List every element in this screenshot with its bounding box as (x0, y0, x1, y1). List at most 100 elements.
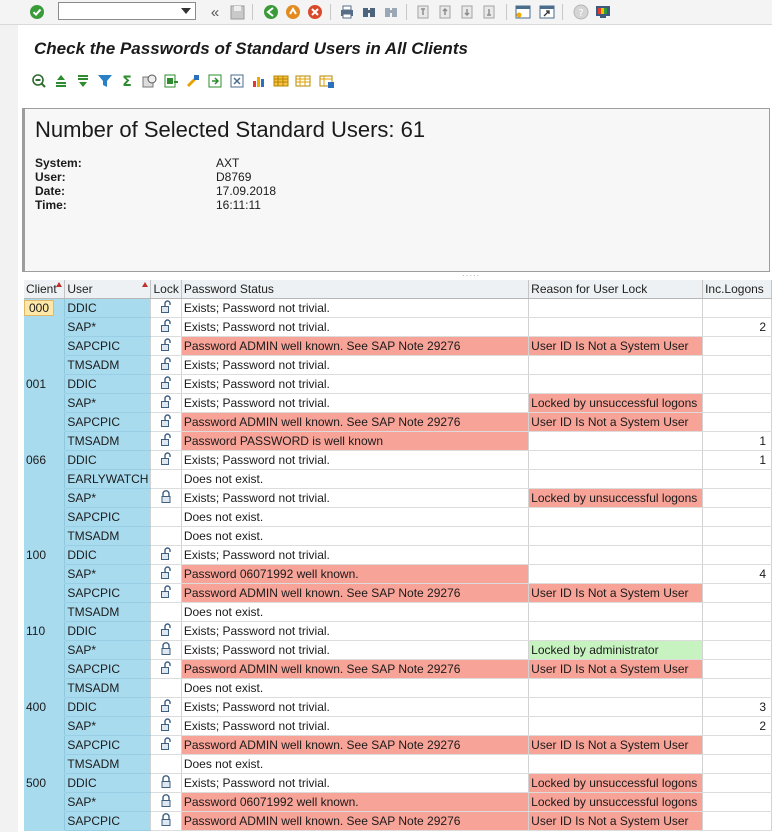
sort-descending-icon[interactable] (74, 72, 92, 90)
password-status-cell[interactable]: Exists; Password not trivial. (181, 621, 530, 641)
client-cell[interactable] (24, 583, 66, 603)
table-row[interactable]: SAPCPIC Password ADMIN well known. See SA… (24, 811, 772, 831)
reason-cell[interactable] (528, 602, 704, 622)
password-status-cell[interactable]: Exists; Password not trivial. (181, 773, 530, 793)
table-row[interactable]: SAPCPIC Password ADMIN well known. See SA… (24, 412, 772, 432)
reason-cell[interactable] (528, 355, 704, 375)
lock-cell[interactable] (150, 659, 182, 679)
user-cell[interactable]: SAPCPIC (64, 583, 152, 603)
lock-cell[interactable] (150, 469, 182, 489)
details-icon[interactable] (30, 72, 48, 90)
table-row[interactable]: SAP* Exists; Password not trivial. 2 (24, 317, 772, 337)
table-row[interactable]: SAP* Password 06071992 well known. Locked … (24, 792, 772, 812)
user-cell[interactable]: SAPCPIC (64, 507, 152, 527)
client-cell[interactable] (24, 811, 66, 831)
client-cell[interactable] (24, 355, 66, 375)
inc-logons-cell[interactable] (702, 355, 772, 375)
reason-cell[interactable]: User ID Is Not a System User (528, 583, 704, 603)
lock-cell[interactable] (150, 431, 182, 451)
lock-cell[interactable] (150, 716, 182, 736)
inc-logons-cell[interactable] (702, 659, 772, 679)
table-row[interactable]: 100 DDIC Exists; Password not trivial. (24, 545, 772, 565)
inc-logons-cell[interactable] (702, 735, 772, 755)
password-status-cell[interactable]: Exists; Password not trivial. (181, 545, 530, 565)
table-row[interactable]: 110 DDIC Exists; Password not trivial. (24, 621, 772, 641)
client-cell[interactable] (24, 507, 66, 527)
user-cell[interactable]: DDIC (64, 545, 152, 565)
table-row[interactable]: SAP* Exists; Password not trivial. Locked … (24, 393, 772, 413)
password-status-cell[interactable]: Does not exist. (181, 602, 530, 622)
inc-logons-cell[interactable] (702, 678, 772, 698)
table-row[interactable]: TMSADM Does not exist. (24, 754, 772, 774)
client-cell[interactable] (24, 412, 66, 432)
lock-cell[interactable] (150, 298, 182, 318)
save-icon[interactable] (228, 3, 246, 21)
inc-logons-cell[interactable] (702, 393, 772, 413)
user-cell[interactable]: DDIC (64, 697, 152, 717)
column-header-reason-for-user-lock[interactable]: Reason for User Lock (528, 280, 704, 299)
client-cell[interactable] (24, 754, 66, 774)
lock-cell[interactable] (150, 412, 182, 432)
user-cell[interactable]: DDIC (64, 450, 152, 470)
password-status-cell[interactable]: Password ADMIN well known. See SAP Note … (181, 811, 530, 831)
password-status-cell[interactable]: Does not exist. (181, 507, 530, 527)
table-row[interactable]: SAPCPIC Password ADMIN well known. See SA… (24, 583, 772, 603)
client-cell[interactable] (24, 336, 66, 356)
table-row[interactable]: SAP* Password 06071992 well known. 4 (24, 564, 772, 584)
filter-icon[interactable] (96, 72, 114, 90)
lock-cell[interactable] (150, 507, 182, 527)
password-status-cell[interactable]: Exists; Password not trivial. (181, 393, 530, 413)
reason-cell[interactable] (528, 697, 704, 717)
lock-cell[interactable] (150, 374, 182, 394)
client-cell[interactable] (24, 393, 66, 413)
reason-cell[interactable] (528, 450, 704, 470)
user-cell[interactable]: TMSADM (64, 602, 152, 622)
reason-cell[interactable]: Locked by unsuccessful logons (528, 792, 704, 812)
user-cell[interactable]: SAPCPIC (64, 336, 152, 356)
reason-cell[interactable]: Locked by unsuccessful logons (528, 773, 704, 793)
lock-cell[interactable] (150, 488, 182, 508)
column-header-client[interactable]: Client (24, 280, 66, 299)
inc-logons-cell[interactable] (702, 412, 772, 432)
splitter-handle[interactable]: ····· (462, 271, 481, 280)
layout-icon[interactable] (594, 3, 612, 21)
abc-analysis-icon[interactable] (206, 72, 224, 90)
password-status-cell[interactable]: Exists; Password not trivial. (181, 317, 530, 337)
password-status-cell[interactable]: Password 06071992 well known. (181, 564, 530, 584)
user-cell[interactable]: SAP* (64, 317, 152, 337)
client-cell[interactable] (24, 678, 66, 698)
user-cell[interactable]: SAP* (64, 792, 152, 812)
table-row[interactable]: 400 DDIC Exists; Password not trivial. 3 (24, 697, 772, 717)
user-cell[interactable]: DDIC (64, 298, 152, 318)
inc-logons-cell[interactable] (702, 298, 772, 318)
inc-logons-cell[interactable] (702, 545, 772, 565)
export-icon[interactable] (162, 72, 180, 90)
password-status-cell[interactable]: Password 06071992 well known. (181, 792, 530, 812)
client-cell[interactable] (24, 526, 66, 546)
lock-cell[interactable] (150, 811, 182, 831)
user-cell[interactable]: TMSADM (64, 526, 152, 546)
table-row[interactable]: 001 DDIC Exists; Password not trivial. (24, 374, 772, 394)
subtotal-icon[interactable] (140, 72, 158, 90)
password-status-cell[interactable]: Exists; Password not trivial. (181, 697, 530, 717)
new-session-icon[interactable] (514, 3, 532, 21)
password-status-cell[interactable]: Does not exist. (181, 526, 530, 546)
inc-logons-cell[interactable] (702, 583, 772, 603)
table-row[interactable]: SAPCPIC Does not exist. (24, 507, 772, 527)
client-cell[interactable] (24, 317, 66, 337)
user-cell[interactable]: DDIC (64, 773, 152, 793)
password-status-cell[interactable]: Exists; Password not trivial. (181, 716, 530, 736)
lock-cell[interactable] (150, 754, 182, 774)
command-input[interactable] (61, 4, 177, 20)
shortcut-icon[interactable] (538, 3, 556, 21)
client-cell[interactable] (24, 792, 66, 812)
cancel-icon[interactable] (306, 3, 324, 21)
last-page-icon[interactable] (480, 3, 498, 21)
table-row[interactable]: 066 DDIC Exists; Password not trivial. 1 (24, 450, 772, 470)
column-header-inc-logons[interactable]: Inc.Logons (702, 280, 772, 299)
reason-cell[interactable] (528, 526, 704, 546)
reason-cell[interactable] (528, 431, 704, 451)
password-status-cell[interactable]: Password ADMIN well known. See SAP Note … (181, 659, 530, 679)
lock-cell[interactable] (150, 602, 182, 622)
print-icon[interactable] (338, 3, 356, 21)
